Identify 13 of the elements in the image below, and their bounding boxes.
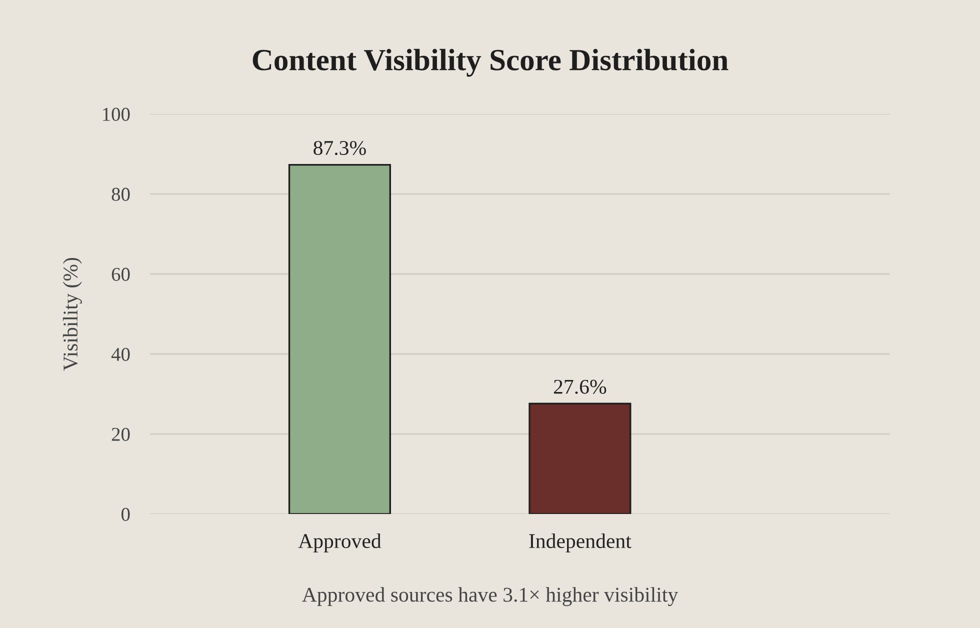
y-tick-label: 80 [112,188,130,201]
y-axis-title: Visibility (%) [62,258,82,371]
y-tick-label: 100 [103,108,130,121]
y-tick-label: 20 [112,428,130,441]
chart-title: Content Visibility Score Distribution [252,48,728,77]
y-tick-label: 40 [111,348,130,361]
data-label: 87.3% [314,140,366,156]
x-tick-label: Independent [529,533,632,552]
text: Approved sources have 3.1× higher visibility [302,587,678,606]
x-tick-label: Approved [298,533,382,552]
data-label: 27.6% [554,380,606,394]
y-tick-label: 60 [112,268,130,281]
y-tick-label: 0 [122,508,130,521]
